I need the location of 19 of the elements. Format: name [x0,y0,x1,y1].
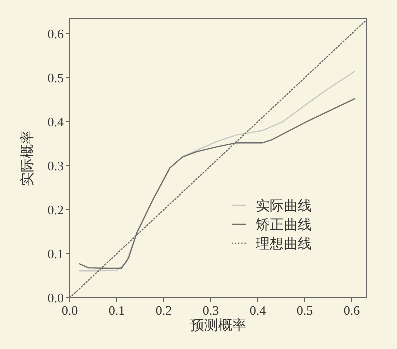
x-tick-label: 0.0 [62,303,78,318]
x-tick-label: 0.1 [108,303,126,318]
x-tick-label: 0.2 [156,303,172,318]
y-tick-label: 0.4 [48,114,64,130]
y-tick-label: 0.2 [48,202,64,218]
x-tick-label: 0.6 [344,303,361,318]
y-tick-label: 0.0 [48,290,64,306]
y-tick-label: 0.3 [48,158,64,174]
legend-label: 理想曲线 [256,236,312,252]
y-tick-label: 0.5 [48,70,64,86]
x-tick-label: 0.5 [296,303,314,318]
legend-label: 矫正曲线 [256,218,312,234]
x-axis-title: 预测概率 [190,318,246,334]
legend-label: 实际曲线 [256,198,312,214]
x-tick-label: 0.4 [250,303,267,318]
x-tick-label: 0.3 [202,303,220,318]
y-axis-title: 实际概率 [20,130,36,186]
y-tick-label: 0.6 [48,26,64,42]
y-tick-label: 0.1 [48,246,64,262]
